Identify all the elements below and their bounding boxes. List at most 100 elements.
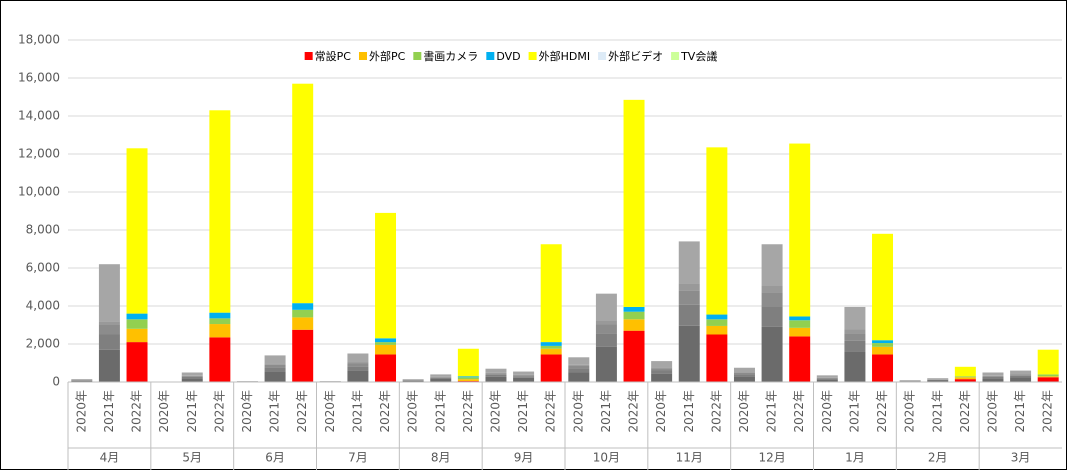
bar-segment [375,342,397,345]
bar-segment [678,304,700,326]
bar-segment [651,373,673,382]
legend: 常設PC 外部PC 書画カメラ DVD 外部HDMI 外部ビデオ TV会議 [300,47,726,67]
y-tick-label: 2,000 [26,337,60,351]
bar-segment [375,354,397,382]
group-label: 12月 [758,451,785,465]
bar-segment [761,292,783,307]
legend-box [300,47,726,67]
group-label: 3月 [1011,451,1031,465]
bar-segment [816,378,838,380]
bar-segment [761,306,783,327]
legend-swatch [598,52,607,60]
bar-segment [1010,375,1032,378]
bar-segment [623,311,645,320]
x-tick-label: 2021年 [599,390,613,433]
bar-segment [98,321,120,325]
legend-swatch [486,52,495,60]
bar-segment [126,313,148,320]
bar-segment [430,374,452,377]
x-tick-label: 2022年 [1041,390,1055,433]
legend-label: 常設PC [315,49,352,63]
bar-segment [678,283,700,291]
bar-segment [292,309,314,318]
bar-segment [485,374,507,377]
bar-segment [347,366,369,371]
bar-segment [844,329,866,334]
bar-segment [844,306,866,330]
legend-label: 書画カメラ [423,49,478,63]
bar-segment [872,233,894,341]
bar-segment [430,378,452,382]
bar-segment [292,303,314,310]
group-label: 1月 [845,451,865,465]
bar-segment [347,363,369,367]
bar-segment [927,379,949,381]
bar-segment [513,377,535,382]
bar-segment [181,378,203,382]
y-tick-label: 12,000 [18,147,60,161]
y-tick-label: 4,000 [26,299,60,313]
bar-segment [485,368,507,373]
legend-swatch [304,52,313,60]
bar-segment [292,329,314,382]
bar-segment [209,312,231,319]
bar-segment [706,334,728,382]
bar-segment [1037,374,1059,377]
bar-segment [816,377,838,379]
x-tick-label: 2020年 [323,390,337,433]
x-tick-label: 2021年 [930,390,944,433]
group-label: 9月 [514,451,534,465]
x-tick-label: 2021年 [350,390,364,433]
x-tick-label: 2022年 [378,390,392,433]
bar-segment [347,353,369,363]
bar-segment [513,371,535,375]
group-label: 11月 [676,451,703,465]
x-tick-label: 2022年 [461,390,475,433]
x-tick-label: 2020年 [74,390,88,433]
bar-segment [540,342,562,346]
bar-segment [1037,377,1059,382]
bar-segment [623,99,645,307]
bar-segment [651,370,673,374]
bar-segment [1037,349,1059,375]
x-tick-label: 2020年 [985,390,999,433]
x-tick-label: 2020年 [820,390,834,433]
y-tick-label: 18,000 [18,33,60,47]
y-tick-label: 14,000 [18,109,60,123]
bar-segment [816,379,838,382]
bar-segment [264,367,286,372]
bar-segment [816,375,838,378]
legend-label: TV会議 [680,49,717,63]
bar-segment [789,336,811,382]
legend-swatch [413,52,422,60]
y-tick-label: 8,000 [26,223,60,237]
bar-segment [623,306,645,312]
bar-segment [457,379,479,382]
bar-segment [513,376,535,378]
bar-segment [485,376,507,382]
bar-segment [568,364,590,366]
bar-segment [375,212,397,339]
bar-segment [623,319,645,331]
group-label: 6月 [265,451,285,465]
x-tick-label: 2021年 [682,390,696,433]
bar-segment [789,320,811,328]
bar-segment [706,325,728,335]
bar-segment [71,380,93,382]
x-tick-label: 2020年 [903,390,917,433]
bar-segment [733,372,755,375]
bar-segment [568,365,590,369]
bar-segment [264,355,286,364]
bar-segment [651,361,673,368]
bar-segment [126,319,148,329]
bar-segment [927,378,949,380]
bar-segment [292,83,314,304]
x-tick-label: 2021年 [102,390,116,433]
legend-label: 外部HDMI [539,49,590,63]
bar-segment [540,348,562,355]
bar-segment [733,376,755,382]
y-tick-label: 0 [52,375,60,389]
bar-segment [457,348,479,377]
x-tick-label: 2022年 [544,390,558,433]
x-tick-label: 2020年 [488,390,502,433]
